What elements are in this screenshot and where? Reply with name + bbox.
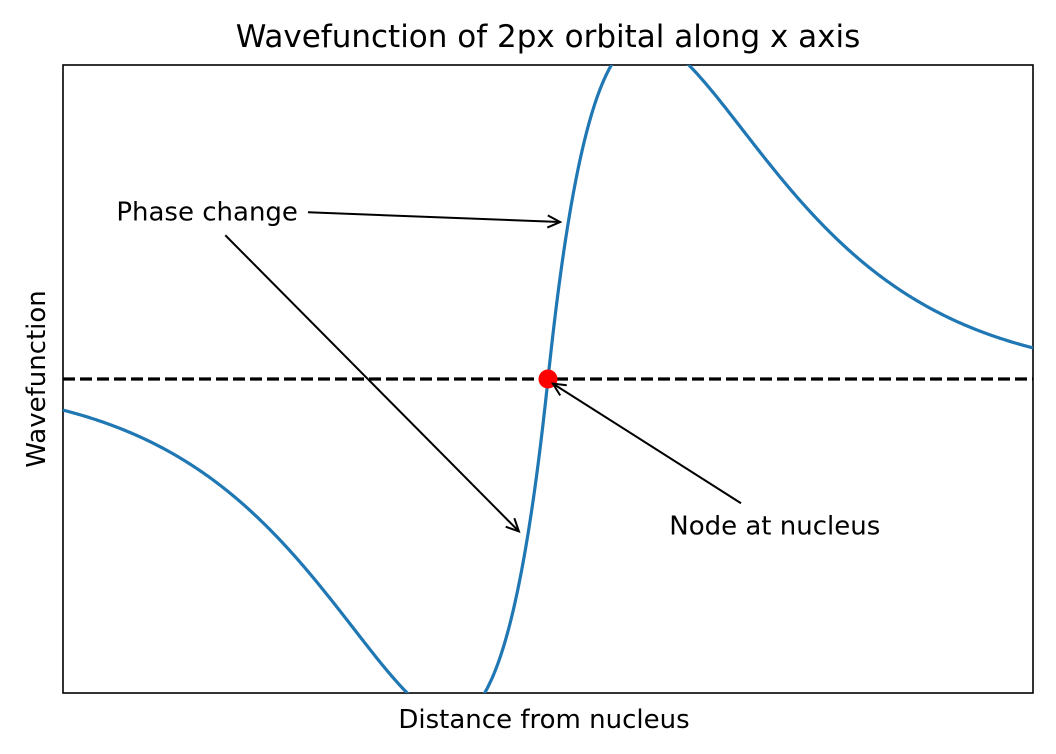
phase-change-label: Phase change	[116, 197, 298, 227]
annotation-layer: Phase change Node at nucleus	[116, 197, 880, 541]
y-axis-label: Wavefunction	[22, 290, 52, 468]
chart-title: Wavefunction of 2px orbital along x axis	[236, 19, 861, 55]
annotation-arrow-0-1	[224, 234, 521, 534]
annotation-arrow-0-0	[307, 211, 563, 229]
plot-layer	[63, 65, 1033, 693]
node-label: Node at nucleus	[669, 511, 880, 541]
annotation-arrow-1-0	[550, 382, 742, 505]
x-axis-label: Distance from nucleus	[398, 705, 689, 735]
